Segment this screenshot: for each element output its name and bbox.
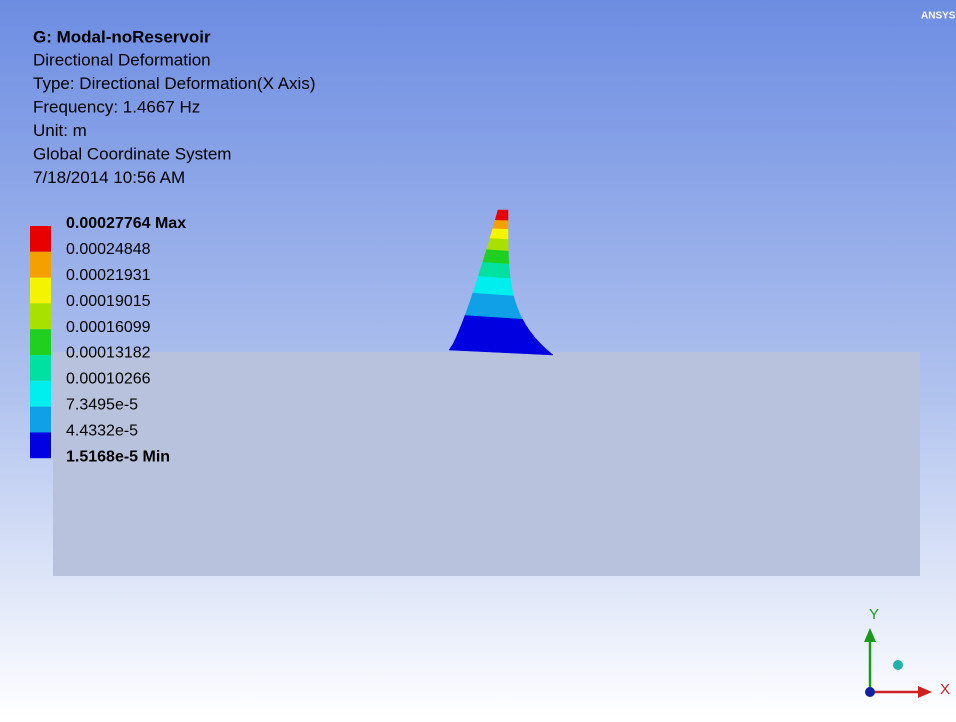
legend: 0.00027764 Max 0.00024848 0.00021931 0.0001… bbox=[30, 215, 186, 465]
dam-band bbox=[482, 248, 510, 264]
legend-label: 0.00024848 bbox=[66, 241, 151, 258]
legend-swatch bbox=[30, 432, 51, 459]
legend-label: 0.00010266 bbox=[66, 371, 151, 388]
header-line: Global Coordinate System bbox=[33, 144, 231, 163]
dam-band bbox=[492, 219, 509, 230]
legend-label: 1.5168e-5 Min bbox=[66, 448, 170, 465]
dam-band bbox=[486, 237, 509, 251]
triad-sphere bbox=[893, 660, 903, 670]
legend-swatch bbox=[30, 251, 51, 278]
legend-label: 0.00021931 bbox=[66, 267, 151, 284]
legend-label: 0.00013182 bbox=[66, 345, 151, 362]
legend-swatch bbox=[30, 329, 51, 355]
legend-swatch bbox=[30, 380, 51, 407]
dam-band bbox=[478, 261, 511, 279]
legend-label: 0.00027764 Max bbox=[66, 215, 186, 232]
header-line: Frequency: 1.4667 Hz bbox=[33, 97, 200, 116]
legend-swatch bbox=[30, 303, 51, 330]
legend-label: 7.3495e-5 bbox=[66, 397, 138, 414]
dam-band bbox=[489, 227, 509, 240]
z-axis bbox=[865, 687, 875, 697]
legend-swatch bbox=[30, 226, 51, 252]
foundation bbox=[53, 352, 920, 576]
header-line: Unit: m bbox=[33, 121, 87, 140]
title: G: Modal-noReservoir bbox=[33, 27, 211, 46]
legend-label: 0.00019015 bbox=[66, 293, 151, 310]
header: Directional Deformation Type: Directional… bbox=[33, 50, 316, 187]
header-line: Type: Directional Deformation(X Axis) bbox=[33, 74, 316, 93]
y-arrow-head bbox=[864, 628, 876, 642]
legend-label: 4.4332e-5 bbox=[66, 422, 138, 439]
legend-swatch bbox=[30, 406, 51, 433]
legend-swatch bbox=[30, 277, 51, 304]
header-line: 7/18/2014 10:56 AM bbox=[33, 168, 185, 187]
x-label: X bbox=[940, 681, 950, 698]
y-label: Y bbox=[869, 606, 879, 623]
dam-band bbox=[464, 292, 523, 320]
dam-band bbox=[472, 275, 514, 296]
header-line: Directional Deformation bbox=[33, 50, 211, 69]
dam-band bbox=[494, 209, 509, 221]
dam bbox=[448, 209, 554, 356]
x-arrow-head bbox=[918, 686, 932, 698]
logo: ANSYS bbox=[921, 11, 956, 22]
legend-swatch bbox=[30, 355, 51, 381]
legend-label: 0.00016099 bbox=[66, 319, 151, 336]
